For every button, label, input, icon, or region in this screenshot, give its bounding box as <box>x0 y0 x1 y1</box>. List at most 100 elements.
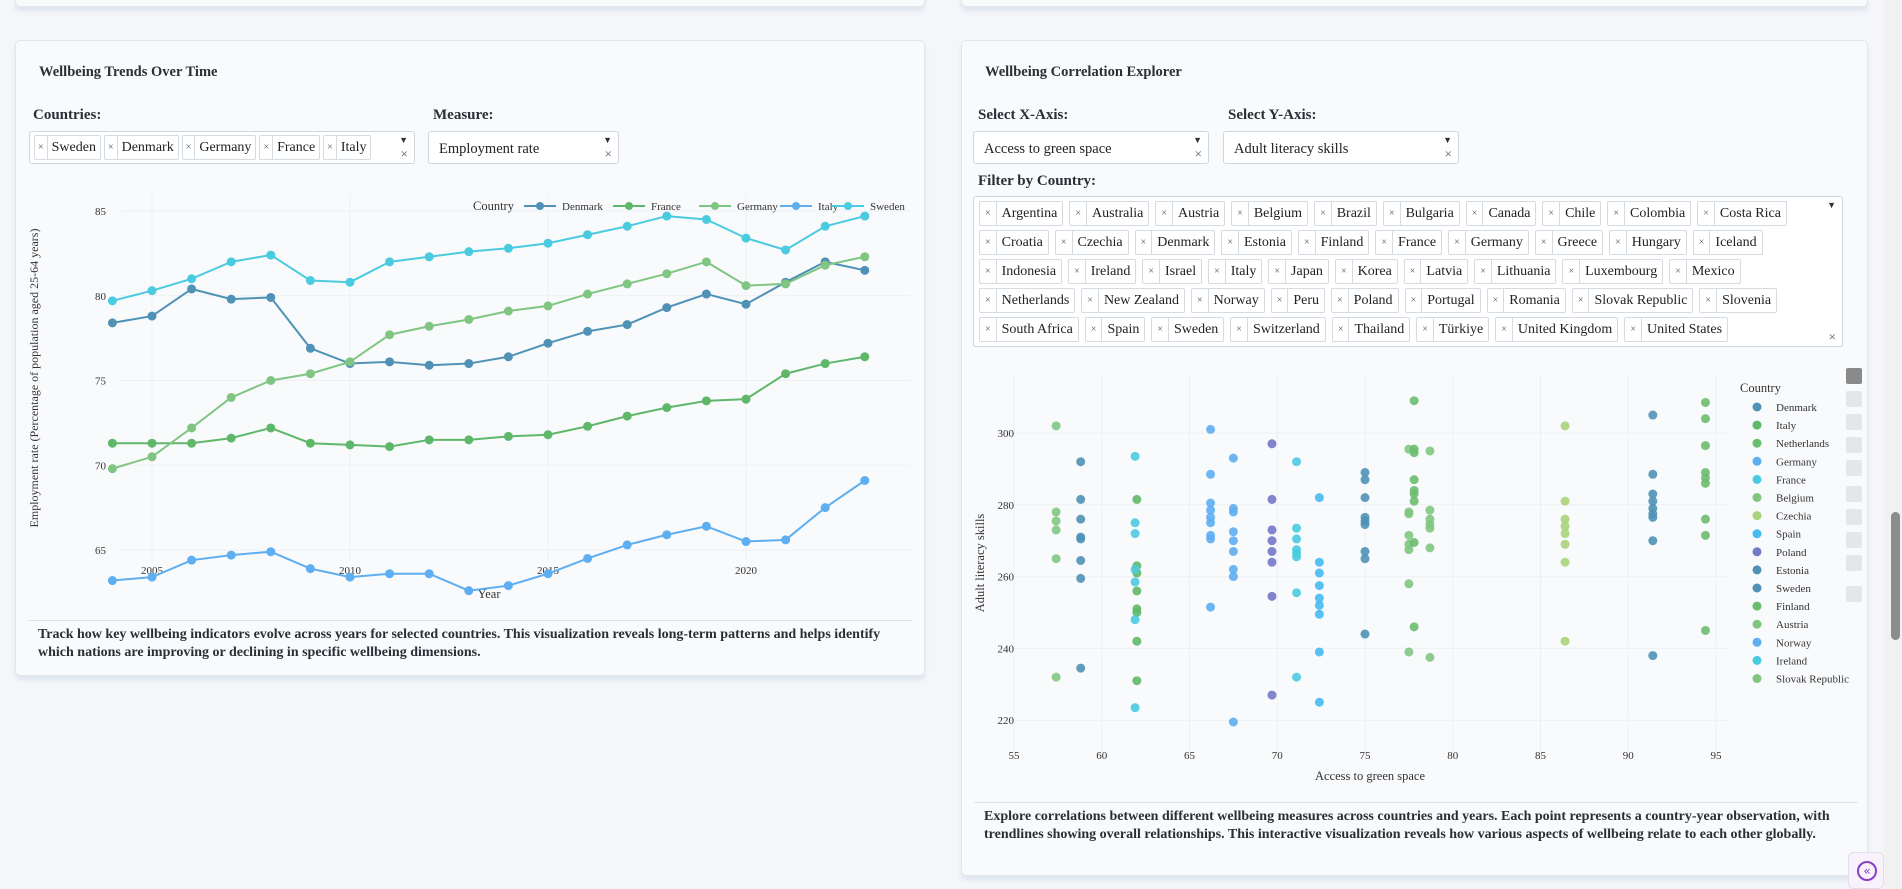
data-point-france <box>1130 703 1140 713</box>
remove-tag-icon[interactable]: × <box>1573 289 1590 312</box>
clear-icon[interactable]: × <box>1194 146 1202 161</box>
scrollbar-track[interactable] <box>1884 0 1902 889</box>
remove-tag-icon[interactable]: × <box>1332 289 1349 312</box>
remove-tag-icon[interactable]: × <box>1467 202 1484 225</box>
y-tick-label: 240 <box>998 643 1015 655</box>
remove-tag-icon[interactable]: × <box>980 318 997 341</box>
zoom-in-icon[interactable] <box>1846 391 1862 407</box>
remove-tag-icon[interactable]: × <box>1698 202 1715 225</box>
x-axis-dropdown[interactable]: Access to green space ▼ × <box>973 131 1209 164</box>
chevron-down-icon[interactable]: ▼ <box>1827 200 1836 210</box>
legend-label: Austria <box>1776 619 1809 631</box>
remove-tag-icon[interactable]: × <box>1405 260 1422 283</box>
remove-tag-icon[interactable]: × <box>1449 231 1466 254</box>
tag-label: Chile <box>1565 205 1596 221</box>
remove-tag-icon[interactable]: × <box>1272 289 1289 312</box>
data-point-finland <box>1409 489 1419 499</box>
remove-tag-icon[interactable]: × <box>1700 289 1718 312</box>
remove-tag-icon[interactable]: × <box>1417 318 1434 341</box>
home-icon[interactable] <box>1846 460 1862 476</box>
remove-tag-icon[interactable]: × <box>1231 318 1248 341</box>
collapse-button[interactable]: « <box>1848 852 1884 889</box>
remove-tag-icon[interactable]: × <box>1384 202 1401 225</box>
box-select-icon[interactable] <box>1846 532 1862 548</box>
remove-tag-icon[interactable]: × <box>1315 202 1332 225</box>
country-tag: × Colombia <box>1607 201 1692 226</box>
remove-tag-icon[interactable]: × <box>35 136 48 159</box>
zoom-icon[interactable] <box>1846 486 1862 502</box>
remove-tag-icon[interactable]: × <box>1694 231 1711 254</box>
remove-tag-icon[interactable]: × <box>1056 231 1073 254</box>
data-point-italy <box>1132 494 1142 504</box>
data-point <box>464 314 474 324</box>
chevron-down-icon[interactable]: ▼ <box>1443 135 1452 145</box>
y-axis-dropdown[interactable]: Adult literacy skills ▼ × <box>1223 131 1459 164</box>
y-tick-label: 220 <box>998 715 1015 727</box>
data-point <box>860 476 870 486</box>
remove-tag-icon[interactable]: × <box>1543 202 1561 225</box>
lasso-icon[interactable] <box>1846 555 1862 571</box>
remove-tag-icon[interactable]: × <box>1625 318 1642 341</box>
remove-tag-icon[interactable]: × <box>1070 202 1088 225</box>
remove-tag-icon[interactable]: × <box>1336 260 1353 283</box>
remove-tag-icon[interactable]: × <box>1136 231 1153 254</box>
remove-tag-icon[interactable]: × <box>1143 260 1161 283</box>
remove-tag-icon[interactable]: × <box>1670 260 1687 283</box>
zoom-out-icon[interactable] <box>1846 414 1862 430</box>
remove-tag-icon[interactable]: × <box>1156 202 1173 225</box>
remove-tag-icon[interactable]: × <box>324 136 337 159</box>
clear-icon[interactable]: × <box>1828 329 1836 344</box>
remove-tag-icon[interactable]: × <box>980 231 997 254</box>
remove-tag-icon[interactable]: × <box>1232 202 1249 225</box>
trends-line-chart[interactable]: 20052010201520206570758085YearEmployment… <box>0 0 930 620</box>
bar-chart-icon[interactable] <box>1846 368 1862 384</box>
remove-tag-icon[interactable]: × <box>183 136 196 159</box>
remove-tag-icon[interactable]: × <box>1082 289 1099 312</box>
tag-label: Romania <box>1509 292 1560 308</box>
remove-tag-icon[interactable]: × <box>1376 231 1394 254</box>
remove-tag-icon[interactable]: × <box>1086 318 1103 341</box>
remove-tag-icon[interactable]: × <box>1333 318 1350 341</box>
remove-tag-icon[interactable]: × <box>1608 202 1626 225</box>
autoscale-icon[interactable] <box>1846 437 1862 453</box>
data-point <box>781 279 791 289</box>
countries-multiselect[interactable]: × Sweden × Denmark × Germany × France × Italy ▼ × <box>29 131 415 164</box>
measure-dropdown[interactable]: Employment rate ▼ × <box>428 131 619 164</box>
remove-tag-icon[interactable]: × <box>1222 231 1239 254</box>
country-tag: × Spain <box>1084 317 1146 342</box>
tag-label: Switzerland <box>1252 321 1320 337</box>
data-point-spain <box>1314 557 1324 567</box>
clear-icon[interactable]: × <box>400 146 408 161</box>
clear-icon[interactable]: × <box>1444 146 1452 161</box>
remove-tag-icon[interactable]: × <box>980 202 997 225</box>
remove-tag-icon[interactable]: × <box>1152 318 1169 341</box>
remove-tag-icon[interactable]: × <box>1488 289 1505 312</box>
remove-tag-icon[interactable]: × <box>980 289 997 312</box>
chevron-down-icon[interactable]: ▼ <box>399 135 408 145</box>
pan-icon[interactable] <box>1846 509 1862 525</box>
data-point <box>345 572 355 582</box>
remove-tag-icon[interactable]: × <box>1536 231 1553 254</box>
remove-tag-icon[interactable]: × <box>260 136 274 159</box>
remove-tag-icon[interactable]: × <box>1069 260 1086 283</box>
data-point-denmark <box>1360 546 1370 556</box>
remove-tag-icon[interactable]: × <box>1209 260 1226 283</box>
remove-tag-icon[interactable]: × <box>1563 260 1581 283</box>
clear-icon[interactable]: × <box>604 146 612 161</box>
remove-tag-icon[interactable]: × <box>1610 231 1627 254</box>
remove-tag-icon[interactable]: × <box>105 136 118 159</box>
remove-tag-icon[interactable]: × <box>1192 289 1209 312</box>
correlation-scatter-chart[interactable]: 55 60 65 70 75 80 85 90 95 220 240 260 280 300 Access … <box>0 0 1902 800</box>
country-filter-multiselect[interactable]: × Argentina × Australia × Austria × Belgium × Bra… <box>973 196 1843 347</box>
remove-tag-icon[interactable]: × <box>980 260 997 283</box>
data-point-poland <box>1267 557 1277 567</box>
remove-tag-icon[interactable]: × <box>1299 231 1316 254</box>
remove-tag-icon[interactable]: × <box>1475 260 1492 283</box>
remove-tag-icon[interactable]: × <box>1269 260 1287 283</box>
remove-tag-icon[interactable]: × <box>1406 289 1423 312</box>
chevron-down-icon[interactable]: ▼ <box>1193 135 1202 145</box>
chevron-down-icon[interactable]: ▼ <box>603 135 612 145</box>
scrollbar-thumb[interactable] <box>1891 512 1900 640</box>
camera-icon[interactable] <box>1846 586 1862 602</box>
remove-tag-icon[interactable]: × <box>1496 318 1513 341</box>
